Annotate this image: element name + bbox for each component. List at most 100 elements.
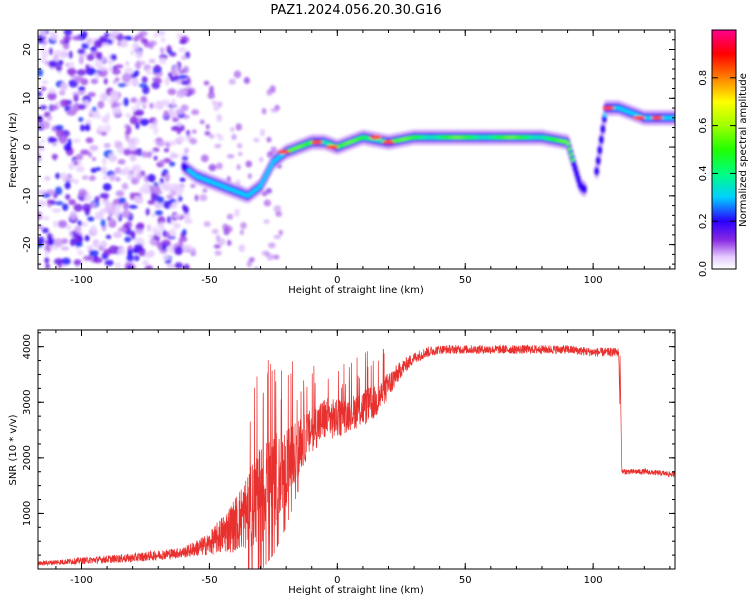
snr-series-line xyxy=(38,344,675,569)
spectrogram-cell xyxy=(60,172,67,180)
snr-y-label: SNR (10 * v/v) xyxy=(8,414,19,485)
spectrogram-cell xyxy=(173,213,182,219)
spectrogram-cell xyxy=(89,144,99,152)
spectrogram-cell xyxy=(126,138,136,145)
spectrogram-cell xyxy=(140,95,148,103)
spectrogram-cell xyxy=(94,241,101,249)
spectrogram-cell xyxy=(91,156,97,162)
spectrogram-cell xyxy=(267,242,276,249)
spectrogram-cell xyxy=(132,111,141,116)
spectrogram-cell xyxy=(115,64,124,69)
spectrogram-cell xyxy=(78,117,84,122)
spectrogram-cell xyxy=(104,124,112,133)
spectrogram-cell xyxy=(128,204,138,209)
spectrogram-cell xyxy=(145,151,153,158)
spectrogram-cell xyxy=(147,199,156,205)
spectrogram-cell xyxy=(117,159,126,165)
spectrogram-cell xyxy=(172,185,180,192)
spectrogram-cell xyxy=(94,59,102,68)
colorbar-label: Normalized spectral amplitude xyxy=(738,73,749,227)
spectrogram-cell xyxy=(55,172,61,180)
spectrogram-cell xyxy=(59,99,69,108)
x-tick-label: -50 xyxy=(201,575,217,586)
spectrogram-ridge-core xyxy=(570,157,575,162)
spectrogram-cell xyxy=(136,99,141,108)
spectrogram-cell xyxy=(236,142,243,149)
spectrogram-cell xyxy=(199,194,208,202)
spectrogram-cell xyxy=(214,143,222,149)
spectrogram-cell xyxy=(173,222,181,230)
colorbar-tick-label: 0.2 xyxy=(698,213,709,229)
spectrogram-cell xyxy=(60,246,70,251)
spectrogram-cell xyxy=(246,260,253,268)
spectrogram-cell xyxy=(126,254,134,262)
spectrogram-cell xyxy=(151,212,156,218)
spectrogram-cell xyxy=(58,134,68,144)
spectrogram-cell xyxy=(149,238,157,246)
spectrogram-cell xyxy=(104,259,114,266)
spectrogram-cell xyxy=(102,175,109,180)
spectrogram-cell xyxy=(169,161,176,167)
spectrogram-cell xyxy=(85,64,90,72)
spectrogram-cell xyxy=(228,78,236,85)
spectrogram-cell xyxy=(59,90,66,96)
spectrogram-cell xyxy=(90,46,97,53)
spectrogram-cell xyxy=(162,254,171,261)
spectrogram-cell xyxy=(138,83,148,88)
spectrogram-cell xyxy=(209,85,214,94)
spectrogram-cell xyxy=(120,39,129,48)
y-tick-label: -10 xyxy=(22,188,33,204)
spectrogram-cell xyxy=(105,234,112,240)
spectrogram-cell xyxy=(179,39,187,45)
spectrogram-peak xyxy=(277,149,290,154)
spectrogram-cell xyxy=(174,64,179,73)
spectrogram-cell xyxy=(226,153,235,159)
spectrogram-cell xyxy=(89,249,99,256)
spectrogram-cell xyxy=(65,193,71,200)
spectrogram-cell xyxy=(89,201,97,209)
spectrogram-cell xyxy=(38,236,45,245)
spectrogram-cell xyxy=(123,166,130,173)
spectrogram-cell xyxy=(66,67,77,76)
spectrogram-cell xyxy=(166,194,174,199)
spectrogram-cell xyxy=(266,136,272,143)
spectrogram-cell xyxy=(126,265,133,269)
spectrogram-cell xyxy=(181,244,190,253)
spectrogram-cell xyxy=(55,65,63,72)
x-tick-label: 100 xyxy=(584,275,603,286)
spectrogram-cell xyxy=(154,64,161,71)
spectrogram-cell xyxy=(234,208,240,217)
spectrogram-cell xyxy=(84,234,90,242)
spectrogram-cell xyxy=(100,240,108,249)
spectrogram-ridge xyxy=(598,135,604,145)
spectrogram-cell xyxy=(180,80,190,86)
spectrogram-cell xyxy=(44,256,50,264)
spectrogram-cell xyxy=(181,55,187,60)
spectrogram-cell xyxy=(47,91,57,101)
spectrogram-cell xyxy=(184,147,189,154)
spectrogram-cell xyxy=(68,199,76,206)
spectrogram-cell xyxy=(236,164,241,171)
y-tick-label: -20 xyxy=(22,236,33,252)
spectrogram-cell xyxy=(266,88,273,96)
spectrogram-cell xyxy=(142,104,147,110)
spectrogram-cell xyxy=(81,221,89,227)
spectrogram-cell xyxy=(66,110,77,116)
spectrogram-cell xyxy=(106,59,114,66)
spectrogram-cell xyxy=(228,213,233,220)
spectrogram-cell xyxy=(175,108,185,116)
spectrogram-cell xyxy=(82,203,92,213)
spectrogram-cell xyxy=(131,78,139,87)
spectrogram-cell xyxy=(266,253,274,261)
spectrogram-cell xyxy=(78,188,88,198)
spectrogram-cell xyxy=(211,229,219,234)
spectrogram-cell xyxy=(165,231,171,239)
spectrogram-cell xyxy=(90,167,97,173)
spectrogram-cell xyxy=(263,199,272,207)
spectrogram-cell xyxy=(190,246,196,254)
colorbar-frame xyxy=(711,29,737,270)
spectrogram-cell xyxy=(202,188,208,193)
spectrogram-cell xyxy=(148,58,156,64)
spectrogram-peak xyxy=(310,140,323,145)
